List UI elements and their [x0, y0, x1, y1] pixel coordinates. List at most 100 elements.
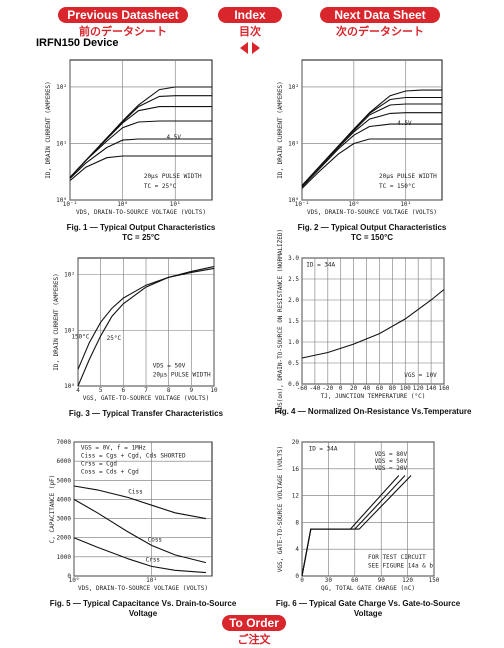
curve [301, 138, 442, 189]
order-button[interactable]: To Order [222, 615, 286, 631]
curve [69, 86, 212, 178]
annotation: 4.5V [167, 134, 182, 141]
x-tick-label: 10⁻¹ [63, 201, 77, 208]
y-tick-label: 12 [292, 493, 300, 500]
curve [73, 498, 207, 564]
y-tick-label: 1.0 [288, 339, 299, 346]
y-tick-label: 10¹ [64, 327, 75, 334]
y-tick-label: 7000 [57, 439, 72, 446]
x-tick-label: 5 [99, 387, 103, 394]
legend-entry: VDS = 50V [375, 458, 408, 465]
series-label: 25°C [107, 335, 122, 342]
x-tick-label: 4 [76, 387, 80, 394]
index-jp[interactable]: 目次 [239, 26, 261, 38]
curve [73, 485, 207, 520]
previous-button[interactable]: Previous Datasheet [58, 7, 188, 23]
y-tick-label: 1.5 [288, 318, 299, 325]
curve [77, 267, 215, 370]
x-tick-label: 10⁻¹ [295, 201, 309, 208]
x-tick-label: 10¹ [146, 577, 157, 584]
y-axis-label: C, CAPACITANCE (pF) [49, 475, 56, 544]
x-tick-label: 150 [429, 577, 440, 584]
x-tick-label: 120 [413, 385, 424, 392]
arrow-right[interactable] [252, 42, 260, 54]
y-axis-label: ID, DRAIN CURRENT (AMPERES) [277, 81, 284, 179]
series-label: Coss [148, 536, 163, 543]
annotation: Crss = Cgd [81, 460, 118, 467]
y-tick-label: 10² [64, 272, 75, 279]
y-tick-label: 20 [292, 439, 300, 446]
curve [301, 112, 442, 186]
y-axis-label: RDS(on), DRAIN-TO-SOURCE ON RESISTANCE (… [277, 229, 284, 413]
next-button[interactable]: Next Data Sheet [320, 7, 440, 23]
y-tick-label: 4000 [57, 496, 72, 503]
annotation: TC = 25°C [144, 183, 177, 190]
x-tick-label: 10⁰ [69, 577, 80, 584]
curve [301, 89, 442, 186]
caption: Fig. 1 — Typical Output Characteristics [67, 223, 216, 232]
x-tick-label: 10⁰ [117, 201, 128, 208]
curve [69, 120, 212, 178]
x-tick-label: 10⁰ [348, 201, 359, 208]
annotation: ID = 34A [309, 446, 338, 453]
x-tick-label: 20 [350, 385, 358, 392]
previous-jp[interactable]: 前のデータシート [79, 26, 167, 38]
annotation: ID = 34A [306, 261, 335, 268]
caption: Fig. 2 — Typical Output Characteristics [298, 223, 447, 232]
device-title: IRFN150 Device [36, 37, 119, 49]
x-tick-label: 10¹ [400, 201, 411, 208]
arrow-left[interactable] [240, 42, 248, 54]
x-tick-label: 9 [190, 387, 194, 394]
index-button[interactable]: Index [218, 7, 282, 23]
legend-entry: VDS = 80V [375, 451, 408, 458]
annotation: Ciss = Cgs + Cgd, Cds SHORTED [81, 452, 186, 459]
y-tick-label: 3000 [57, 516, 72, 523]
caption-sub: Voltage [354, 609, 383, 618]
annotation: VDS = 50V [153, 363, 186, 370]
y-tick-label: 10¹ [56, 140, 67, 147]
curve [301, 123, 442, 188]
y-axis-label: ID, DRAIN CURRENT (AMPERES) [45, 81, 52, 179]
annotation: 20μs PULSE WIDTH [379, 173, 437, 180]
x-tick-label: 6 [122, 387, 126, 394]
y-tick-label: 3.0 [288, 255, 299, 262]
annotation: 20μs PULSE WIDTH [153, 371, 211, 378]
y-tick-label: 10⁰ [288, 197, 299, 204]
y-tick-label: 8 [295, 519, 299, 526]
order-jp[interactable]: ご注文 [237, 634, 271, 646]
x-tick-label: 80 [389, 385, 397, 392]
x-tick-label: 140 [426, 385, 437, 392]
x-axis-label: QG, TOTAL GATE CHARGE (nC) [321, 585, 415, 592]
y-tick-label: 0.0 [288, 381, 299, 388]
y-tick-label: 2.5 [288, 276, 299, 283]
next-jp[interactable]: 次のデータシート [336, 26, 424, 38]
x-tick-label: 160 [439, 385, 450, 392]
y-tick-label: 0 [67, 573, 71, 580]
y-tick-label: 10¹ [288, 140, 299, 147]
y-tick-label: 0.5 [288, 360, 299, 367]
y-axis-label: VGS, GATE-TO-SOURCE VOLTAGE (VOLTS) [277, 446, 284, 572]
y-tick-label: 10² [288, 84, 299, 91]
legend-entry: VDS = 20V [375, 465, 408, 472]
x-tick-label: 7 [144, 387, 148, 394]
caption-sub: TC = 25°C [122, 233, 160, 242]
y-tick-label: 2.0 [288, 297, 299, 304]
x-tick-label: 10 [210, 387, 218, 394]
caption: Fig. 3 — Typical Transfer Characteristic… [69, 409, 224, 418]
y-tick-label: 2000 [57, 535, 72, 542]
x-tick-label: 90 [378, 577, 386, 584]
y-tick-label: 10⁰ [56, 197, 67, 204]
x-tick-label: 10¹ [170, 201, 181, 208]
x-tick-label: 60 [351, 577, 359, 584]
curve [301, 289, 445, 359]
curve [69, 138, 212, 179]
x-tick-label: 100 [400, 385, 411, 392]
y-tick-label: 0 [295, 573, 299, 580]
series-label: Ciss [128, 489, 143, 496]
y-tick-label: 10⁰ [64, 383, 75, 390]
x-tick-label: -20 [322, 385, 333, 392]
annotation: FOR TEST CIRCUIT [368, 554, 426, 561]
curve [69, 155, 212, 182]
x-axis-label: VDS, DRAIN-TO-SOURCE VOLTAGE (VOLTS) [76, 209, 206, 216]
